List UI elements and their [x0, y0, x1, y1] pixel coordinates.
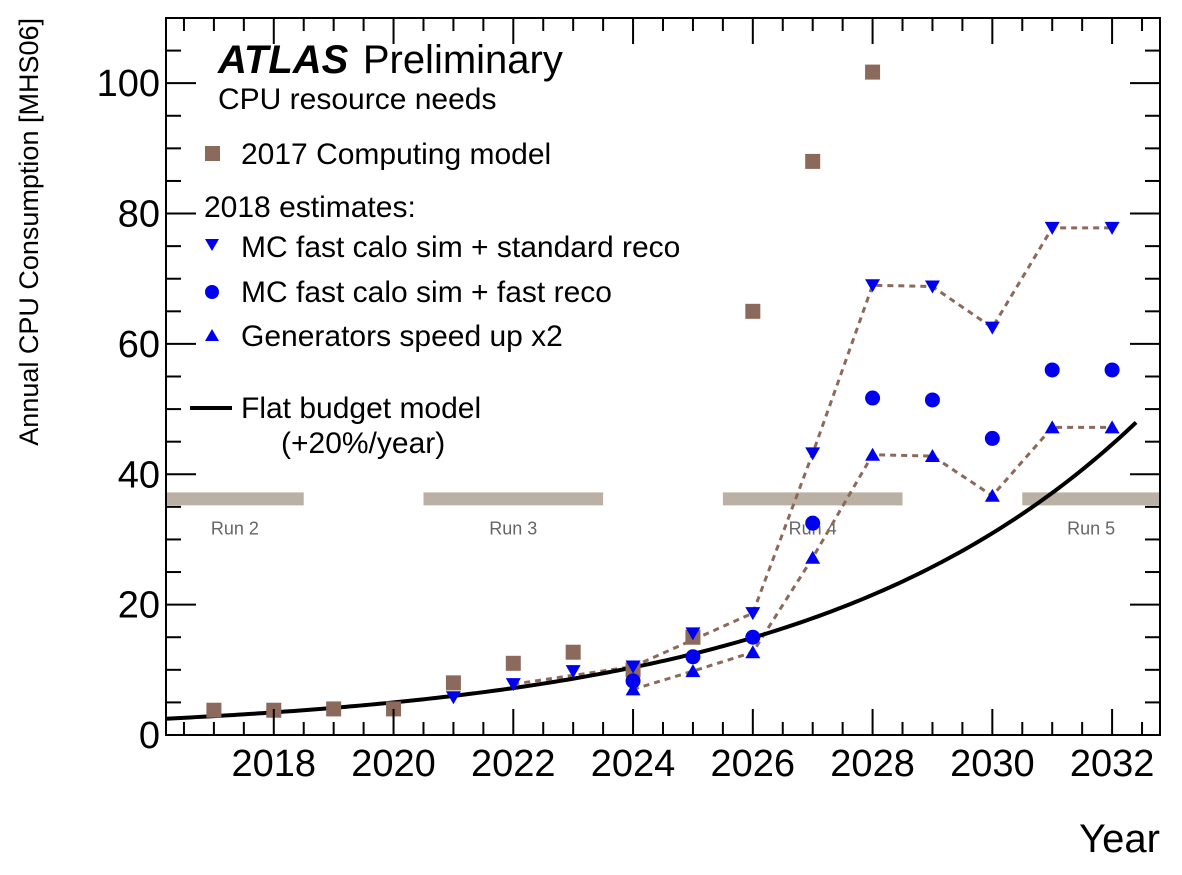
legend-marker-square: [205, 146, 220, 161]
marker-triangle-down-2022: [505, 678, 521, 692]
marker-square-2017: [206, 702, 222, 718]
marker-circle-2027: [805, 515, 821, 531]
x-tick-label-2032: 2032: [1070, 743, 1155, 785]
legend-marker-triangle-up: [205, 329, 219, 341]
marker-triangle-up-2028: [865, 447, 881, 461]
marker-circle-2025: [685, 649, 701, 665]
marker-square-2027: [805, 153, 821, 169]
marker-triangle-up-2032: [1104, 420, 1120, 434]
marker-triangle-up-2031: [1044, 420, 1060, 434]
legend-label-flat-budget: Flat budget model: [241, 392, 481, 425]
x-tick-label-2022: 2022: [471, 743, 556, 785]
marker-triangle-down-2030: [984, 321, 1000, 335]
marker-square-2021: [445, 675, 461, 691]
y-axis-title: Annual CPU Consumption [MHS06]: [14, 18, 44, 446]
legend-label-standard-reco: MC fast calo sim + standard reco: [241, 231, 680, 264]
marker-square-2026: [745, 303, 761, 319]
marker-circle-2030: [984, 430, 1000, 446]
legend-marker-triangle-down: [205, 239, 219, 251]
x-axis-title: Year: [1079, 817, 1160, 861]
marker-triangle-down-2028: [865, 279, 881, 293]
y-tick-label-80: 80: [118, 194, 160, 236]
flat-budget-curve-group: [165, 420, 1138, 721]
axis-ticks: [166, 17, 1160, 736]
marker-square-2028: [865, 64, 881, 80]
plot-frame: [165, 17, 1161, 736]
run-bar-5: [1022, 492, 1160, 506]
marker-triangle-up-2030: [984, 488, 1000, 502]
marker-triangle-up-2026: [745, 645, 761, 659]
run-label-3: Run 3: [489, 518, 537, 538]
x-tick-label-2026: 2026: [711, 743, 796, 785]
marker-circle-2028: [865, 390, 881, 406]
run-periods: Run 2 Run 3 Run 4 Run 5: [166, 492, 1160, 538]
data-markers: [206, 64, 1120, 718]
y-tick-label-20: 20: [118, 585, 160, 627]
legend-label-generators: Generators speed up x2: [241, 320, 563, 353]
legend-label-fast-reco: MC fast calo sim + fast reco: [241, 276, 612, 309]
chart-title: ATLAS Preliminary CPU resource needs: [217, 38, 563, 116]
marker-triangle-down-2025: [685, 627, 701, 641]
y-tick-label-100: 100: [97, 63, 160, 105]
run-label-5: Run 5: [1067, 518, 1115, 538]
tick-labels: 0 20 40 60 80 100 2018 2020 2022 2024 2026 2028 2030…: [97, 63, 1155, 785]
run-bar-2: [166, 492, 304, 506]
marker-square-2023: [565, 644, 581, 660]
marker-triangle-up-2025: [685, 664, 701, 678]
marker-triangle-down-2023: [565, 665, 581, 679]
marker-triangle-up-2024: [625, 682, 641, 696]
marker-triangle-up-2027: [805, 550, 821, 564]
x-tick-label-2028: 2028: [830, 743, 915, 785]
atlas-label: ATLAS Preliminary: [217, 38, 563, 82]
run-bar-4: [722, 492, 903, 506]
legend-marker-circle: [205, 285, 219, 299]
marker-triangle-up-2029: [924, 449, 940, 463]
legend-label-computing-model: 2017 Computing model: [241, 138, 551, 171]
marker-triangle-down-2029: [924, 280, 940, 294]
marker-square-2019: [326, 701, 342, 717]
chart-subtitle: CPU resource needs: [218, 83, 496, 116]
marker-triangle-down-2031: [1044, 221, 1060, 235]
x-tick-label-2020: 2020: [351, 743, 436, 785]
marker-triangle-down-2024: [625, 660, 641, 674]
y-tick-label-60: 60: [118, 324, 160, 366]
y-tick-label-40: 40: [118, 454, 160, 496]
marker-square-2020: [386, 701, 402, 717]
legend-header: 2018 estimates:: [204, 191, 416, 224]
legend: 2017 Computing model 2018 estimates: MC …: [190, 138, 680, 460]
marker-circle-2026: [745, 629, 761, 645]
legend-label-flat-budget-rate: (+20%/year): [281, 427, 445, 460]
marker-triangle-down-2021: [445, 691, 461, 705]
x-tick-label-2024: 2024: [591, 743, 676, 785]
marker-circle-2024: [625, 673, 641, 689]
x-tick-label-2030: 2030: [950, 743, 1035, 785]
run-bar-3: [423, 492, 604, 506]
preliminary-label: Preliminary: [363, 38, 563, 82]
marker-circle-2032: [1104, 362, 1120, 378]
y-tick-label-0: 0: [139, 715, 160, 757]
run-label-2: Run 2: [211, 518, 259, 538]
marker-circle-2029: [924, 392, 940, 408]
marker-triangle-down-2027: [805, 447, 821, 461]
flat-budget-curve: [165, 420, 1138, 721]
atlas-title: ATLAS: [217, 38, 349, 82]
marker-square-2022: [505, 655, 521, 671]
marker-triangle-down-2026: [745, 607, 761, 621]
marker-triangle-down-2032: [1104, 221, 1120, 235]
marker-circle-2031: [1044, 362, 1060, 378]
x-tick-label-2018: 2018: [232, 743, 317, 785]
